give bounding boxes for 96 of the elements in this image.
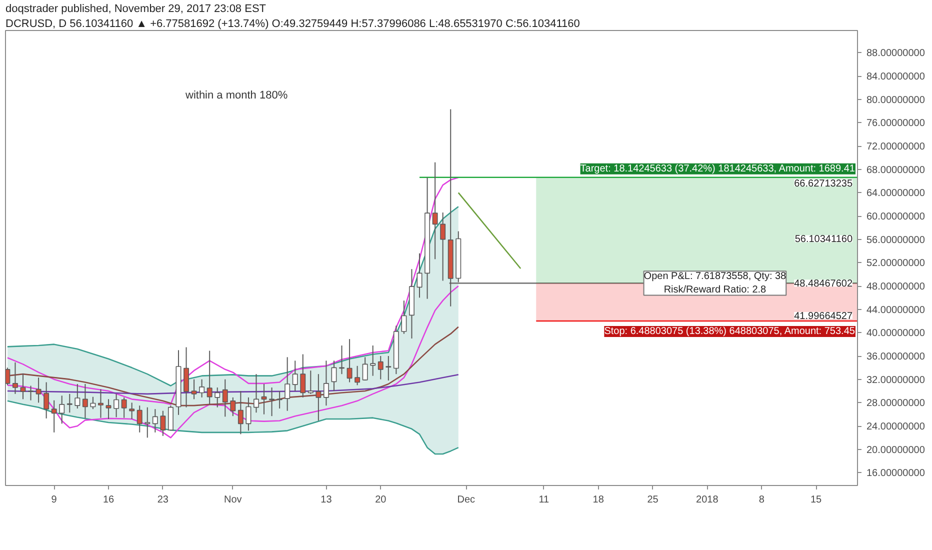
candlestick: [386, 356, 392, 381]
candlestick: [308, 370, 314, 394]
candlestick: [206, 350, 212, 405]
candlestick: [44, 382, 50, 419]
line-series: [6, 285, 460, 438]
candlestick: [160, 410, 166, 436]
candlestick: [214, 387, 220, 408]
candlestick: [28, 385, 34, 401]
candlestick: [346, 338, 352, 383]
y-tick-label: 48.00000000: [866, 282, 926, 292]
candlestick: [292, 360, 298, 392]
candlestick: [129, 402, 135, 420]
y-tick-label: 56.00000000: [866, 234, 926, 246]
candlestick: [59, 395, 65, 424]
x-tick-label: 11: [538, 494, 550, 506]
x-tick-label: 15: [810, 494, 822, 506]
chart-title: doqstrader published, November 29, 2017 23:08 EST: [6, 3, 266, 15]
candlestick: [246, 396, 252, 432]
candlestick: [144, 406, 150, 438]
x-tick-label: 18: [592, 494, 604, 506]
x-tick-label: Dec: [457, 494, 476, 506]
candlestick: [12, 362, 18, 394]
annotation: within a month 180%: [184, 90, 288, 102]
candlestick: [66, 393, 72, 414]
candlestick: [121, 396, 127, 418]
y-tick-label: 76.00000000: [866, 118, 926, 130]
x-tick-label: 23: [157, 494, 169, 506]
candlestick: [168, 405, 174, 432]
candlestick: [36, 377, 42, 404]
candlestick: [184, 346, 189, 408]
candlestick: [74, 384, 80, 409]
y-tick-label: 88.00000000: [866, 48, 926, 60]
line-series: [6, 176, 460, 406]
candlestick: [261, 384, 267, 415]
candlestick: [114, 393, 120, 418]
candlestick: [370, 345, 376, 376]
annotation: 66.62713235: [794, 178, 853, 190]
candlestick: [401, 300, 407, 334]
y-tick-label: 80.00000000: [866, 94, 926, 106]
candlestick: [98, 388, 104, 418]
y-tick-label: 40.00000000: [866, 328, 926, 340]
candlestick: [191, 378, 197, 400]
x-tick-label: 8: [758, 494, 765, 506]
candlestick: [378, 356, 384, 380]
line-series: [6, 400, 460, 455]
candlestick: [6, 367, 10, 386]
candlestick: [354, 365, 360, 386]
y-tick-label: 64.00000000: [866, 188, 926, 200]
line-series: [6, 206, 460, 386]
y-tick-label: 68.00000000: [866, 164, 926, 176]
candlestick: [106, 398, 112, 420]
annotation: 56.10341160: [794, 234, 853, 246]
candlestick: [51, 400, 57, 433]
candlestick: [254, 374, 259, 414]
x-tick-label: 2018: [696, 494, 719, 506]
candlestick: [230, 396, 236, 417]
candlestick: [316, 374, 322, 422]
series-label: Stop: 6.48803075 (13.38%) 648803075, Amount: 753.45: [604, 326, 856, 338]
y-tick-label: 28.00000000: [866, 398, 926, 410]
y-tick-label: 20.00000000: [866, 444, 926, 456]
y-tick-label: 44.00000000: [866, 304, 926, 316]
y-tick-label: 84.00000000: [866, 72, 926, 82]
candlestick: [323, 360, 329, 406]
candlestick: [82, 384, 88, 419]
candlestick: [300, 354, 306, 398]
chart-subtitle: DCRUSD, D 56.10341160 ▲ +6.77581692 (+13.74%) O:49.32759449 H:57.37996086 L:48.65531970 C:56.10341160: [6, 18, 580, 30]
y-tick-label: 32.00000000: [866, 374, 926, 386]
candlestick: [136, 405, 142, 433]
annotation: 48.48467602: [794, 278, 853, 290]
candlestick: [199, 378, 205, 398]
series-label: Target: 18.14245633 (37.42%) 1814245633, Amount: 1689.41: [580, 163, 856, 174]
y-tick-label: 24.00000000: [866, 422, 926, 432]
candlestick: [90, 396, 96, 410]
candlestick: [362, 356, 368, 381]
x-tick-label: 9: [51, 494, 58, 506]
candlestick: [222, 378, 228, 418]
y-tick-label: 16.00000000: [866, 468, 926, 480]
y-tick-label: 72.00000000: [866, 142, 926, 152]
annotation: 41.99664527: [794, 311, 853, 322]
x-tick-label: 20: [375, 494, 387, 506]
candlestick: [416, 252, 422, 298]
candlestick: [152, 408, 158, 433]
y-tick-label: 52.00000000: [866, 258, 926, 270]
x-tick-label: Nov: [224, 494, 242, 506]
candlestick: [238, 390, 244, 435]
candlestick: [284, 356, 290, 412]
y-tick-label: 60.00000000: [866, 212, 926, 222]
candlestick: [432, 162, 438, 260]
candlestick: [440, 212, 446, 282]
annotation: Open P&L: 7.61873558, Qty: 38 Risk/Reward Ratio: 2.8: [644, 271, 787, 296]
candlestick: [20, 373, 26, 400]
candlestick: [331, 360, 337, 392]
y-tick-label: 36.00000000: [866, 352, 926, 362]
x-tick-label: 16: [102, 494, 115, 506]
x-tick-label: 25: [647, 494, 659, 506]
x-tick-label: 13: [320, 494, 332, 506]
